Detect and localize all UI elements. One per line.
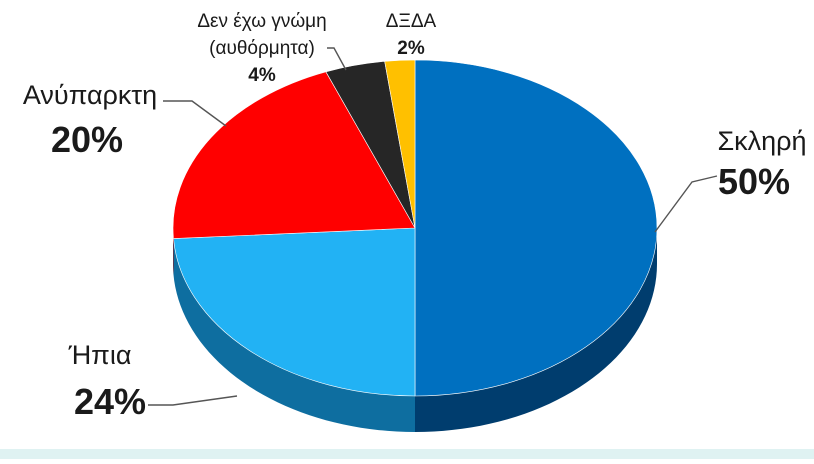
slice-label-3: Ανύπαρκτη bbox=[23, 80, 157, 110]
slice-value-label-1: 50% bbox=[718, 161, 790, 202]
slice-value-label-5: 2% bbox=[397, 38, 425, 59]
leader-line-3 bbox=[163, 101, 226, 126]
slice-value-label-4: 4% bbox=[248, 65, 276, 86]
slice-value-label-2: 24% bbox=[74, 381, 146, 422]
slice-label-4-line-1: Δεν έχω γνώμη bbox=[197, 11, 326, 32]
leader-line-1 bbox=[655, 176, 717, 232]
slice-label-2: Ήπια bbox=[68, 340, 132, 370]
slice-label-5: ΔΞΔΑ bbox=[386, 11, 437, 32]
leader-line-4 bbox=[327, 48, 346, 70]
slice-label-4-line-2: (αυθόρμητα) bbox=[209, 38, 315, 59]
slice-value-label-3: 20% bbox=[51, 119, 123, 160]
pie-slice-2 bbox=[173, 228, 415, 396]
leader-line-2 bbox=[148, 396, 237, 405]
slice-label-1: Σκληρή bbox=[717, 126, 806, 156]
bottom-band bbox=[0, 449, 814, 459]
pie-tops bbox=[173, 60, 657, 396]
